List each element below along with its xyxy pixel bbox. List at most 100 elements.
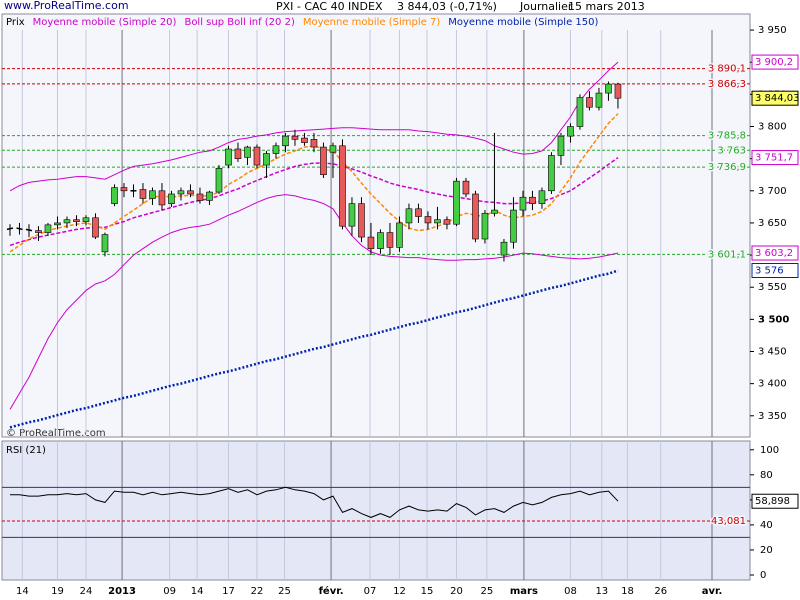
candle-body — [510, 209, 517, 243]
x-tick-label: 12 — [393, 586, 406, 597]
level-label: 3 601,1 — [708, 249, 746, 260]
candle-body — [187, 190, 194, 195]
legend-entry: Prix — [6, 17, 25, 28]
candle-body — [16, 227, 23, 231]
value-box-label: 3 844,03 — [755, 93, 800, 104]
candle-body — [614, 83, 622, 99]
candle-body — [291, 135, 299, 140]
candle-body — [101, 234, 109, 253]
candle-body — [367, 236, 375, 249]
rsi-panel — [1, 440, 751, 581]
y-tick-label: 3 700 — [758, 186, 787, 197]
candle-body — [253, 146, 261, 166]
y-tick-label: 3 350 — [758, 411, 787, 422]
value-box-label: 3 751,7 — [755, 153, 793, 164]
level-label: 3 866,3 — [708, 79, 746, 90]
value-box — [751, 150, 799, 166]
candle-body — [282, 135, 289, 147]
x-tick-label: 25 — [480, 586, 493, 597]
candle-body — [576, 97, 584, 127]
candle-body — [263, 153, 270, 166]
candle-body — [6, 227, 14, 231]
period: Journalier — [519, 0, 573, 13]
candle-body — [396, 222, 403, 248]
level-label: 3 890,1 — [708, 64, 746, 75]
rsi-line — [10, 486, 619, 518]
x-tick-label: 13 — [595, 586, 608, 597]
candle-body — [415, 208, 422, 217]
x-tick-label: 22 — [251, 586, 264, 597]
candle-body — [44, 224, 52, 233]
x-tick-label: 2013 — [108, 586, 136, 597]
legend: Prix Moyenne mobile (Simple 20) Boll sup B… — [6, 17, 598, 28]
candle-body — [244, 146, 251, 158]
x-tick-label: avr. — [702, 586, 723, 597]
candle-body — [158, 190, 166, 206]
legend-entry: Moyenne mobile (Simple 150) — [448, 17, 598, 28]
candle-body — [491, 209, 498, 214]
value-box-label: 3 576 — [755, 266, 784, 277]
candle-body — [434, 219, 441, 224]
candle-body — [92, 217, 99, 238]
y-tick-label: 0 — [760, 570, 766, 581]
x-tick-label: 25 — [278, 586, 291, 597]
candle-body — [405, 208, 413, 224]
candle-body — [82, 217, 90, 222]
y-tick-label: 40 — [760, 520, 773, 531]
candle-body — [595, 92, 603, 108]
value-box — [751, 90, 799, 106]
x-tick-label: 17 — [222, 586, 235, 597]
legend-entry: Boll sup Boll inf (20 2) — [184, 17, 294, 28]
candle-body — [25, 228, 33, 232]
legend-entry: Moyenne mobile (Simple 20) — [33, 17, 177, 28]
value-box — [751, 263, 799, 278]
y-tick-label: 20 — [760, 545, 773, 556]
candle-body — [348, 203, 356, 227]
x-tick-label: 24 — [80, 586, 93, 597]
x-tick-label: 07 — [364, 586, 377, 597]
x-tick-label: mars — [510, 586, 538, 597]
x-tick-label: 14 — [191, 586, 204, 597]
legend-entry: Moyenne mobile (Simple 7) — [303, 17, 441, 28]
candle-body — [149, 190, 156, 199]
candle-body — [177, 190, 185, 195]
band-upper — [9, 61, 619, 192]
y-tick-label: 3 450 — [758, 347, 787, 358]
candle-body — [139, 189, 147, 199]
value-box — [751, 54, 799, 70]
x-tick-label: 08 — [564, 586, 577, 597]
x-tick-label: févr. — [319, 585, 344, 597]
candle-body — [424, 216, 432, 224]
value-box — [751, 493, 799, 509]
rsi-title: RSI (21) — [6, 445, 46, 456]
y-tick-label: 3 950 — [758, 25, 787, 36]
candle-body — [310, 139, 318, 148]
candle-body — [54, 222, 61, 226]
candle-body — [196, 193, 204, 201]
x-tick-label: 14 — [16, 586, 29, 597]
candle-body — [443, 219, 451, 225]
candle-body — [529, 196, 536, 204]
candle-body — [215, 167, 223, 193]
candle-body — [120, 187, 128, 192]
candle-body — [111, 187, 118, 204]
candle-body — [548, 155, 555, 192]
candle-body — [320, 146, 327, 176]
x-tick-label: 15 — [421, 586, 434, 597]
candle-body — [567, 126, 574, 137]
x-tick-label: 18 — [621, 586, 634, 597]
candle-body — [35, 230, 42, 233]
candle-body — [377, 232, 384, 249]
value-box-label: 3 603,2 — [755, 248, 793, 259]
candle-body — [206, 191, 213, 201]
x-tick-label: 26 — [654, 586, 667, 597]
y-tick-label: 3 500 — [758, 314, 789, 325]
candle-body — [329, 145, 337, 153]
candle-body — [168, 193, 175, 204]
x-tick-label: 09 — [163, 586, 176, 597]
candle-body — [481, 212, 489, 240]
candle-body — [301, 137, 308, 143]
candle-body — [73, 219, 80, 222]
level-label: 43,081 — [711, 516, 746, 527]
